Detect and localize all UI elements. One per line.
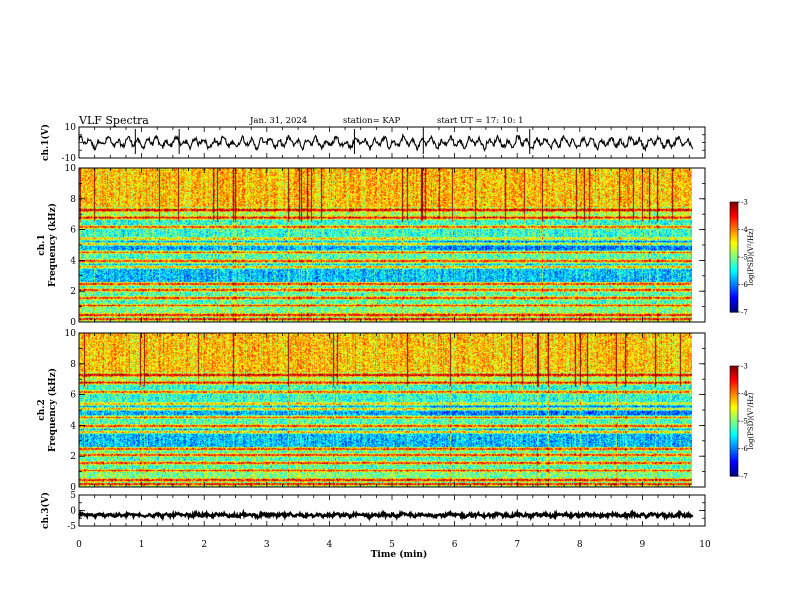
x-tick-label: 7 xyxy=(514,540,520,550)
y-tick-label: 0 xyxy=(70,507,76,517)
x-tick-label: 0 xyxy=(76,540,82,550)
x-tick-label: 2 xyxy=(201,540,207,550)
colorbar-tick-label: -7 xyxy=(741,309,748,317)
figure-date: Jan. 31, 2024 xyxy=(249,116,307,126)
colorbar-tick-label: -5 xyxy=(741,254,748,262)
figure-title: VLF Spectra xyxy=(78,114,149,127)
ch2-spectrogram-image xyxy=(79,333,692,487)
x-tick-label: 10 xyxy=(699,540,711,550)
colorbar-tick-label: -6 xyxy=(741,281,748,289)
x-tick-label: 1 xyxy=(139,540,145,550)
y-tick-label: 8 xyxy=(70,360,76,370)
ch3-waveform-trace xyxy=(77,508,694,522)
x-tick-label: 8 xyxy=(577,540,583,550)
ch1-spectrogram-image xyxy=(79,168,692,322)
colorbar-tick-label: -4 xyxy=(741,226,748,234)
colorbar-label: log(PSD)(V²/Hz) xyxy=(747,228,755,285)
y-tick-label: -10 xyxy=(62,154,77,164)
y-tick-label: 10 xyxy=(65,164,77,174)
y-tick-label: 2 xyxy=(70,287,76,297)
y-tick-label: -5 xyxy=(67,522,76,532)
x-tick-label: 5 xyxy=(389,540,395,550)
y-tick-label: 10 xyxy=(65,329,77,339)
ch1-colorbar: -3 -4 -5 -6 -7 log(PSD)(V²/Hz) xyxy=(729,199,755,317)
y-axis-label: ch.1 xyxy=(37,234,47,255)
colorbar-tick-label: -5 xyxy=(741,418,748,426)
x-tick-label: 4 xyxy=(327,540,333,550)
y-tick-label: 4 xyxy=(70,256,76,266)
y-tick-label: 2 xyxy=(70,452,76,462)
colorbar-tick-label: -4 xyxy=(741,390,748,398)
y-axis-label: Frequency (kHz) xyxy=(47,368,58,452)
ch1-spectrogram-panel: 0 2 4 6 8 10 ch.1 Frequency (kHz) xyxy=(37,164,706,328)
figure-start-time: start UT = 17: 10: 1 xyxy=(437,116,524,126)
time-axis-label: Time (min) xyxy=(371,549,428,560)
ch3-waveform-panel: -5 0 5 ch.3(V) xyxy=(40,491,706,532)
y-tick-label: 10 xyxy=(65,123,77,133)
x-tick-label: 6 xyxy=(452,540,458,550)
colorbar-tick-label: -7 xyxy=(741,473,748,481)
x-tick-label: 3 xyxy=(264,540,270,550)
y-tick-label: 6 xyxy=(70,226,76,236)
y-tick-label: 4 xyxy=(70,421,76,431)
y-axis-label: ch.2 xyxy=(37,399,47,420)
ch1-waveform-panel: -10 10 ch.1(V) xyxy=(40,123,706,164)
y-tick-label: 8 xyxy=(70,195,76,205)
y-tick-label: 0 xyxy=(70,483,76,493)
y-axis-label: ch.3(V) xyxy=(40,492,51,529)
colorbar-label: log(PSD)(V²/Hz) xyxy=(747,392,755,449)
ch1-waveform-trace xyxy=(78,132,694,153)
ch2-spectrogram-panel: 0 2 4 6 8 10 ch.2 Frequency (kHz) xyxy=(37,329,706,493)
figure-station: station= KAP xyxy=(343,116,401,126)
colorbar-tick-label: -3 xyxy=(741,363,748,371)
y-axis-label: ch.1(V) xyxy=(40,124,51,161)
time-axis: 0 1 2 3 4 5 6 7 8 9 10 xyxy=(76,540,711,550)
y-axis-label: Frequency (kHz) xyxy=(47,203,58,287)
y-tick-label: 5 xyxy=(70,491,76,501)
ch2-colorbar: -3 -4 -5 -6 -7 log(PSD)(V²/Hz) xyxy=(729,363,755,481)
y-tick-label: 0 xyxy=(70,318,76,328)
colorbar-tick-label: -3 xyxy=(741,199,748,207)
x-tick-label: 9 xyxy=(640,540,646,550)
y-tick-label: 6 xyxy=(70,391,76,401)
colorbar-tick-label: -6 xyxy=(741,445,748,453)
